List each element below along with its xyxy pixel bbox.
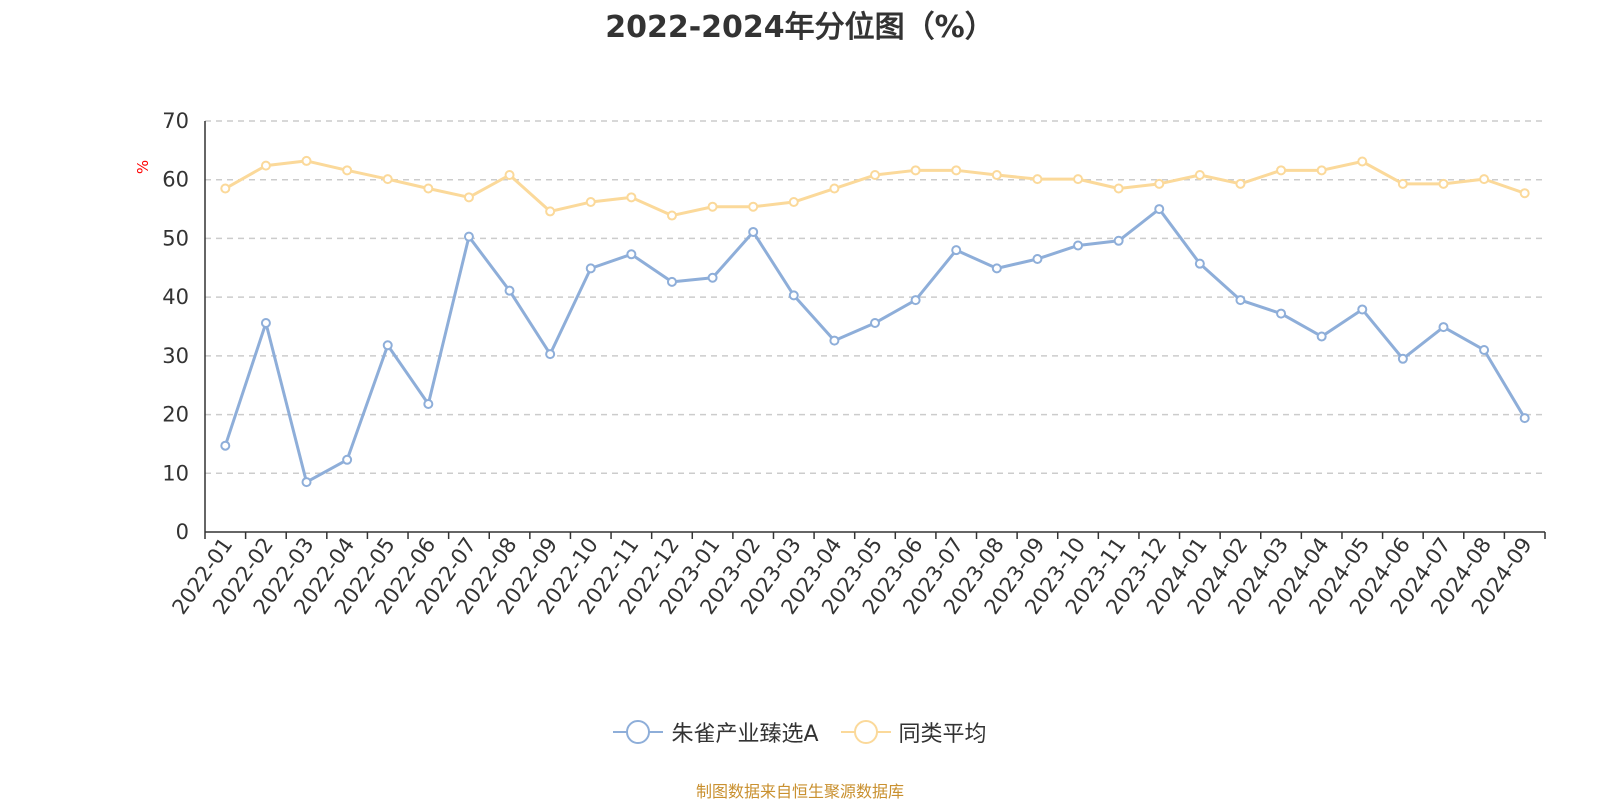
series-0-point	[870, 317, 880, 328]
legend-label-series-0: 朱雀产业臻选A	[671, 722, 819, 747]
y-tick-label: 10	[162, 461, 189, 485]
series-1-point	[220, 183, 231, 194]
data-source-note: 制图数据来自恒生聚源数据库	[695, 782, 904, 801]
series-1-point	[829, 183, 840, 194]
series-0-point	[1073, 240, 1084, 251]
series-line-0	[223, 207, 1526, 484]
series-1-point	[1073, 174, 1084, 185]
series-0-point	[788, 290, 799, 301]
y-tick-label: 0	[176, 520, 189, 544]
series-1-point	[748, 201, 759, 212]
y-axis-unit-label: %	[134, 160, 152, 174]
series-0-point	[342, 454, 353, 465]
series-1-point	[1276, 165, 1287, 176]
legend-circle-icon	[840, 720, 891, 744]
y-tick-label: 70	[162, 109, 189, 133]
series-0-point	[1032, 253, 1043, 264]
series-0-point	[301, 477, 312, 488]
series-1-point	[1479, 174, 1490, 185]
series-1-point	[1235, 178, 1246, 189]
series-1-point	[1113, 183, 1124, 194]
series-1-point	[1032, 174, 1043, 185]
series-0-point	[991, 263, 1002, 274]
series-0-point	[220, 440, 231, 451]
series-0-point	[1357, 304, 1368, 315]
series-0-point	[666, 276, 677, 287]
series-1-point	[423, 183, 434, 194]
series-1-point	[1357, 156, 1368, 167]
series-1-point	[910, 165, 921, 176]
y-tick-label: 60	[162, 168, 189, 192]
series-1-point	[1154, 178, 1165, 189]
series-1-point	[1519, 188, 1530, 199]
series-1-point	[260, 160, 271, 171]
series-1-point	[666, 210, 677, 221]
series-1-point	[301, 155, 312, 166]
legend-item-series-0[interactable]: 朱雀产业臻选A	[613, 716, 819, 748]
grid-lines	[205, 120, 1545, 475]
series-0-point	[585, 263, 596, 274]
series-1-point	[463, 192, 474, 203]
axes: 0102030405060702022-012022-022022-032022…	[162, 109, 1546, 619]
series-0-point	[748, 226, 759, 237]
series-0-point	[1113, 235, 1124, 246]
series-1-point	[1316, 165, 1327, 176]
series-1-point	[1397, 178, 1408, 189]
series-1-point	[788, 197, 799, 208]
y-tick-label: 50	[162, 226, 189, 250]
y-tick-label: 30	[162, 344, 189, 368]
series-0-point	[1397, 353, 1408, 364]
legend-circle-icon	[613, 720, 664, 744]
chart-title: 2022-2024年分位图（%）	[605, 10, 995, 45]
legend: 朱雀产业臻选A 同类平均	[0, 716, 1600, 748]
series-1-point	[626, 192, 637, 203]
series-line-1	[224, 159, 1526, 218]
series-1-point	[504, 170, 515, 181]
series-0-point	[463, 231, 474, 242]
series-0-point	[260, 317, 271, 328]
legend-label-series-1: 同类平均	[898, 722, 987, 747]
data-points	[220, 155, 1530, 488]
series-1-point	[382, 174, 393, 185]
series-0-point	[1316, 331, 1327, 342]
series-0-point	[1194, 258, 1205, 269]
y-tick-label: 40	[162, 285, 189, 309]
series-0-point	[951, 245, 962, 256]
series-0-point	[1154, 204, 1165, 215]
series-0-point	[1519, 413, 1530, 424]
series-0-point	[382, 340, 393, 351]
series-0-point	[1479, 344, 1490, 355]
series-0-point	[829, 335, 840, 346]
series-1-point	[585, 197, 596, 208]
series-1-point	[991, 170, 1002, 181]
series-0-point	[1438, 322, 1449, 333]
series-0-point	[707, 272, 718, 283]
series-0-point	[545, 349, 556, 360]
series-1-point	[545, 206, 556, 217]
series-1-point	[707, 201, 718, 212]
series-1-point	[342, 165, 353, 176]
series-0-point	[626, 249, 637, 260]
series-1-point	[870, 170, 880, 181]
series-1-point	[1438, 178, 1449, 189]
legend-item-series-1[interactable]: 同类平均	[840, 716, 987, 748]
series-0-point	[423, 399, 434, 410]
series-1-point	[1194, 170, 1205, 181]
y-tick-label: 20	[162, 403, 189, 427]
series-0-point	[1235, 295, 1246, 306]
series-0-point	[504, 285, 515, 296]
series-0-point	[910, 295, 921, 306]
series-1-point	[951, 165, 962, 176]
series-0-point	[1276, 308, 1287, 319]
